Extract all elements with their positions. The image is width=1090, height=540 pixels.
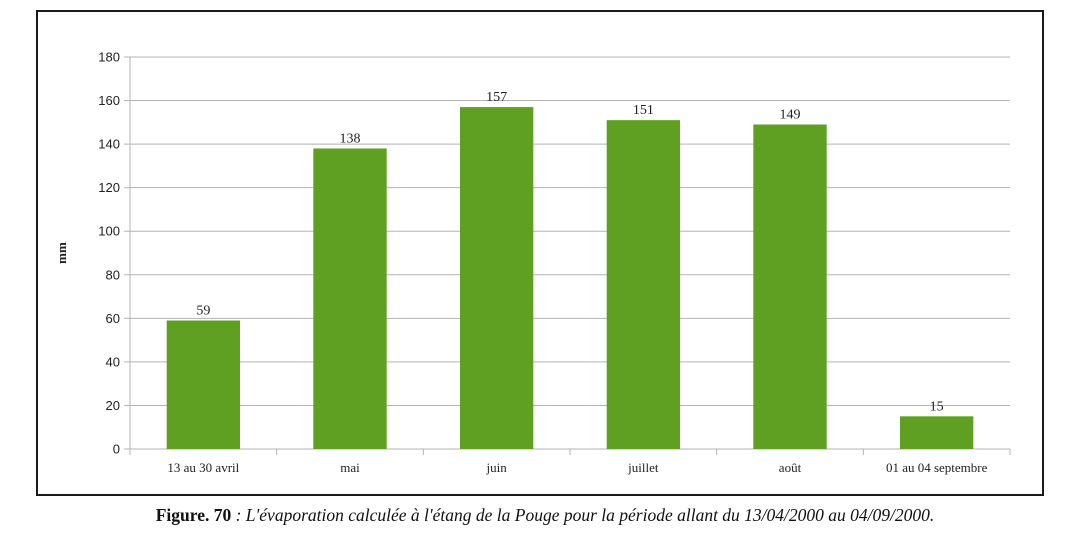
figure-text: : L'évaporation calculée à l'étang de la… (231, 505, 935, 525)
y-axis-title: mm (54, 242, 69, 264)
data-label: 151 (633, 103, 654, 118)
y-tick-label: 20 (106, 398, 120, 413)
x-category-label: août (779, 460, 802, 475)
data-label: 138 (340, 131, 361, 146)
x-category-label: mai (340, 460, 360, 475)
x-category-label: 13 au 30 avril (167, 460, 239, 475)
y-tick-label: 160 (98, 93, 120, 108)
bar-chart: 0 20 40 60 80 100 120 140 160 180 59 13 au 30 avril… (54, 50, 1011, 475)
y-tick-label: 0 (113, 442, 120, 457)
data-label: 59 (196, 304, 210, 319)
figure-number: Figure. 70 (155, 505, 232, 525)
bar (900, 416, 974, 449)
bar (753, 124, 827, 449)
y-tick-label: 40 (106, 354, 120, 369)
y-tick-label: 120 (98, 180, 120, 195)
data-label: 157 (486, 90, 507, 105)
data-label: 149 (780, 108, 801, 123)
x-category-label: juin (486, 460, 508, 475)
x-category-label: juillet (627, 460, 659, 475)
y-tick-label: 60 (106, 311, 120, 326)
data-label: 15 (930, 399, 944, 414)
figure-caption: Figure. 70 : L'évaporation calculée à l'… (0, 505, 1090, 526)
y-tick-label: 140 (98, 137, 120, 152)
y-tick-label: 80 (106, 267, 120, 282)
y-tick-label: 180 (98, 50, 120, 65)
chart-frame: 0 20 40 60 80 100 120 140 160 180 59 13 au 30 avril… (36, 10, 1044, 496)
bar (606, 120, 680, 450)
bar (166, 320, 240, 449)
y-tick-label: 100 (98, 224, 120, 239)
x-category-label: 01 au 04 septembre (886, 460, 988, 475)
bar (460, 107, 534, 449)
bar (313, 148, 387, 449)
